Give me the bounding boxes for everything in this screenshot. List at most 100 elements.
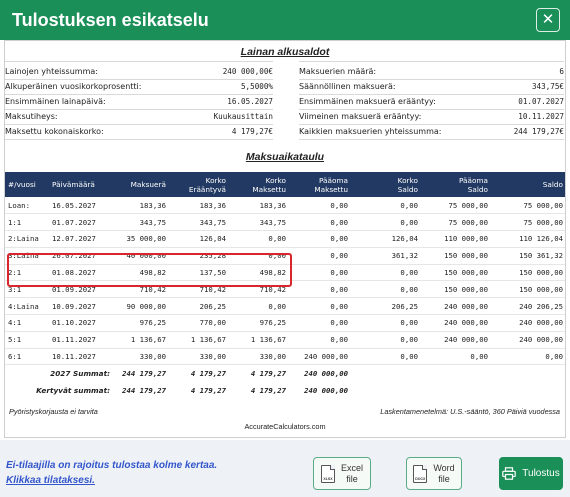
summary-row: Ensimmäinen lainapäivä: 16.05.2027	[5, 97, 273, 106]
empty-cell	[351, 382, 421, 399]
table-row: 3:Laina 26.07.2027 40 000,00 235,28 0,00 0,00…	[5, 247, 565, 265]
table-cell: 240 000,00	[421, 297, 491, 316]
print-button[interactable]: Tulostus	[499, 457, 563, 490]
table-row: 5:1 01.11.2027 1 136,67 1 136,67 1 136,67 0,0…	[5, 331, 565, 349]
dialog-header: Tulostuksen esikatselu ✕	[0, 0, 570, 40]
table-cell: 976,25	[113, 314, 169, 332]
table-cell: 01.07.2027	[49, 213, 113, 232]
table-cell: 0,00	[351, 348, 421, 366]
divider	[5, 61, 273, 62]
table-row: 4:Laina 10.09.2027 90 000,00 206,25 0,00 0,00…	[5, 297, 565, 316]
empty-cell	[491, 364, 565, 382]
table-cell: 75 000,00	[421, 213, 491, 232]
table-cell: 5:1	[5, 331, 49, 349]
table-cell: 0,00	[289, 213, 351, 232]
table-row: Loan: 16.05.2027 183,36 183,36 183,36 0,00 0,0…	[5, 197, 565, 215]
summary-row: Kaikkien maksuerien yhteissumma: 244 179,…	[299, 127, 564, 136]
table-cell: 3:Laina	[5, 247, 49, 265]
table-cell: 206,25	[351, 297, 421, 316]
table-cell: 361,32	[351, 247, 421, 265]
table-row: 2:Laina 12.07.2027 35 000,00 126,04 0,00 0,00…	[5, 230, 565, 248]
empty-cell	[421, 382, 491, 399]
table-cell: 150 361,32	[491, 247, 565, 265]
table-cell: 240 000,00	[421, 331, 491, 349]
table-cell: 126,04	[169, 230, 229, 248]
table-cell: 330,00	[113, 348, 169, 366]
table-cell: 75 000,00	[491, 197, 565, 215]
table-cell: 0,00	[289, 331, 351, 349]
printer-icon	[502, 467, 517, 480]
table-cell: 330,00	[169, 348, 229, 366]
table-cell: 0,00	[351, 331, 421, 349]
table-cell: 150 000,00	[421, 247, 491, 265]
empty-cell	[421, 364, 491, 382]
table-cell: 1 136,67	[169, 331, 229, 349]
table-cell: 12.07.2027	[49, 230, 113, 248]
schedule-header-row: #/vuosi Päivämäärä Maksuerä Korko Erääntyvä K…	[5, 172, 565, 197]
table-cell: 183,36	[113, 197, 169, 215]
totals-cell: 240 000,00	[289, 364, 351, 382]
divider	[299, 61, 564, 62]
table-cell: 01.11.2027	[49, 331, 113, 349]
table-cell: 10.09.2027	[49, 297, 113, 316]
table-cell: 240 206,25	[491, 297, 565, 316]
table-cell: 0,00	[289, 197, 351, 215]
summary-row: Säännöllinen maksuerä: 343,75€	[299, 82, 564, 91]
print-label: Tulostus	[522, 468, 560, 479]
table-cell: 35 000,00	[113, 230, 169, 248]
column-header: Pääoma Maksettu	[289, 172, 351, 197]
table-cell: 150 000,00	[421, 264, 491, 282]
table-cell: 137,50	[169, 264, 229, 282]
table-cell: 0,00	[229, 297, 289, 316]
excel-label-file: file	[346, 473, 358, 484]
table-cell: 01.10.2027	[49, 314, 113, 332]
word-label-file: file	[438, 473, 450, 484]
table-cell: 0,00	[229, 230, 289, 248]
table-cell: 498,82	[229, 264, 289, 282]
column-header: Korko Erääntyvä	[169, 172, 229, 197]
excel-file-button[interactable]: XLSX Excel file	[313, 457, 371, 490]
schedule-table: #/vuosi Päivämäärä Maksuerä Korko Erääntyvä K…	[5, 172, 565, 399]
table-cell: 235,28	[169, 247, 229, 265]
column-header: Pääoma Saldo	[421, 172, 491, 197]
table-row: 1:1 01.07.2027 343,75 343,75 343,75 0,00 0,00 7…	[5, 213, 565, 232]
table-cell: 40 000,00	[113, 247, 169, 265]
schedule-title: Maksuaikataulu	[245, 151, 325, 163]
subscription-promo: Ei-tilaajilla on rajoitus tulostaa kolme…	[6, 458, 217, 488]
table-cell: 2:1	[5, 264, 49, 282]
site-name: AccurateCalculators.com	[244, 422, 326, 431]
table-cell: 75 000,00	[421, 197, 491, 215]
table-cell: 110 126,04	[491, 230, 565, 248]
table-cell: 90 000,00	[113, 297, 169, 316]
column-header: #/vuosi	[5, 172, 49, 197]
table-cell: 0,00	[351, 264, 421, 282]
rounding-note: Pyöristyskorjausta ei tarvita	[9, 407, 98, 416]
table-cell: 770,00	[169, 314, 229, 332]
summary-row: Viimeinen maksuerä erääntyy: 10.11.2027	[299, 112, 564, 121]
table-cell: 343,75	[229, 213, 289, 232]
table-cell: 0,00	[289, 247, 351, 265]
totals-cell: 4 179,27	[250, 385, 286, 395]
table-cell: 343,75	[113, 213, 169, 232]
table-cell: 0,00	[289, 280, 351, 299]
word-file-button[interactable]: DOCX Word file	[406, 457, 462, 490]
table-cell: Loan:	[5, 197, 49, 215]
table-row: 4:1 01.10.2027 976,25 770,00 976,25 0,00 0,00 2…	[5, 314, 565, 332]
summary-row: Maksuerien määrä: 6	[299, 67, 564, 76]
subscribe-link[interactable]: Klikkaa tilataksesi.	[6, 475, 95, 486]
totals-cell: 4 179,27	[229, 364, 289, 382]
totals-cell: 240 000,00	[304, 385, 348, 395]
totals-cell: 244 179,27	[113, 364, 169, 382]
column-header: Maksuerä	[113, 172, 169, 197]
totals-cell: 4 179,27	[169, 364, 229, 382]
column-header: Korko Maksettu	[229, 172, 289, 197]
word-label: Word	[433, 462, 455, 473]
table-cell: 150 000,00	[421, 280, 491, 299]
table-cell: 240 000,00	[289, 348, 351, 366]
totals-label: Kertyvät summat:	[36, 385, 110, 395]
close-button[interactable]: ✕	[536, 8, 560, 32]
totals-label: 2027 Summat:	[5, 364, 113, 382]
column-header: Päivämäärä	[49, 172, 113, 197]
totals-cell: 4 179,27	[190, 385, 226, 395]
summary-row: Ensimmäinen maksuerä erääntyy: 01.07.2027	[299, 97, 564, 106]
